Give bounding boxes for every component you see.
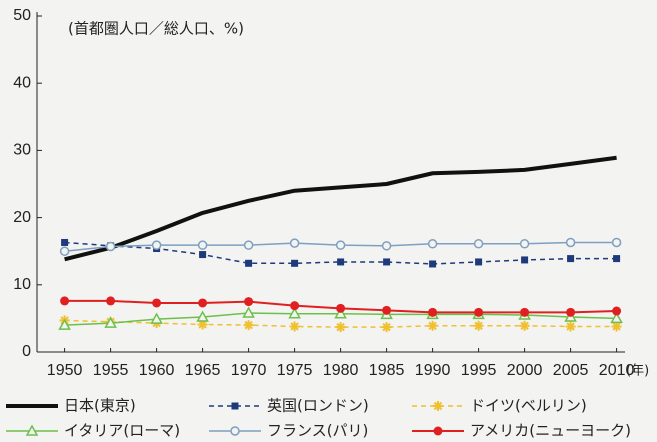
marker: [242, 306, 255, 318]
y-tick-label: 0: [22, 343, 31, 360]
marker: [427, 320, 438, 331]
x-tick-label: 2005: [553, 362, 589, 379]
legend-item: 英国(ロンドン): [209, 397, 369, 415]
marker: [59, 246, 70, 256]
marker: [382, 305, 392, 315]
x-tick-label: 1970: [231, 362, 267, 379]
marker: [230, 426, 240, 436]
marker: [566, 307, 576, 317]
legend-item: ドイツ(ベルリン): [412, 397, 587, 415]
marker: [289, 321, 300, 332]
marker: [433, 401, 443, 411]
legend-item: 日本(東京): [6, 397, 136, 415]
marker: [151, 240, 162, 250]
marker: [106, 296, 116, 306]
marker: [60, 296, 70, 306]
marker: [58, 318, 71, 330]
marker: [231, 402, 239, 410]
marker: [474, 307, 484, 317]
legend-label: フランス(パリ): [267, 422, 368, 440]
marker: [150, 312, 163, 324]
legend-item: イタリア(ローマ): [6, 422, 180, 440]
marker: [198, 298, 208, 308]
x-tick-label: 1990: [415, 362, 451, 379]
legend-label: ドイツ(ベルリン): [470, 397, 587, 415]
y-tick-label: 10: [13, 276, 31, 293]
marker: [521, 256, 529, 264]
legend-label: アメリカ(ニューヨーク): [470, 422, 631, 440]
marker: [381, 241, 392, 251]
marker: [519, 320, 530, 331]
marker: [288, 307, 301, 319]
axis-unit: (首都圏人口／総人口、%): [68, 20, 244, 38]
y-tick-label: 40: [13, 74, 31, 91]
marker: [25, 424, 39, 436]
y-tick-label: 30: [13, 142, 31, 159]
marker: [427, 239, 438, 249]
x-tick-label: 2010: [599, 362, 635, 379]
y-tick-label: 50: [13, 7, 31, 24]
x-unit: (年): [626, 364, 649, 379]
marker: [473, 320, 484, 331]
series-line: [64, 155, 617, 262]
marker: [197, 319, 208, 330]
marker: [105, 241, 116, 252]
legend-label: 英国(ロンドン): [267, 397, 369, 415]
x-tick-label: 1965: [185, 362, 221, 379]
x-tick-label: 1960: [139, 362, 175, 379]
marker: [337, 258, 345, 266]
legend-label: イタリア(ローマ): [64, 422, 180, 440]
marker: [475, 258, 483, 266]
marker: [611, 321, 622, 332]
x-tick-label: 1985: [369, 362, 405, 379]
marker: [336, 303, 346, 313]
x-tick-label: 1995: [461, 362, 497, 379]
marker: [381, 322, 392, 333]
x-tick-label: 1975: [277, 362, 313, 379]
y-tick-label: 20: [13, 209, 31, 226]
marker: [196, 310, 209, 322]
marker: [244, 297, 254, 307]
marker: [199, 251, 207, 259]
marker: [243, 240, 254, 250]
marker: [289, 238, 300, 248]
marker: [565, 237, 576, 248]
x-tick-label: 1980: [323, 362, 359, 379]
marker: [473, 239, 484, 249]
marker: [565, 321, 576, 332]
marker: [610, 311, 623, 324]
marker: [428, 307, 438, 317]
marker: [243, 320, 254, 331]
marker: [520, 307, 530, 317]
marker: [61, 238, 69, 246]
marker: [104, 316, 117, 328]
marker: [290, 301, 300, 311]
legend-label: 日本(東京): [64, 397, 136, 415]
x-tick-label: 2000: [507, 362, 543, 379]
marker: [334, 307, 347, 319]
marker: [245, 259, 253, 267]
marker: [335, 240, 346, 250]
marker: [197, 240, 208, 250]
marker: [611, 237, 622, 248]
marker: [612, 306, 622, 316]
marker: [335, 322, 346, 333]
legend-item: フランス(パリ): [209, 422, 368, 440]
marker: [383, 258, 391, 266]
marker: [152, 298, 162, 308]
x-tick-label: 1955: [93, 362, 129, 379]
legend-item: アメリカ(ニューヨーク): [412, 422, 631, 440]
marker: [291, 259, 299, 267]
marker: [429, 260, 437, 268]
marker: [567, 255, 575, 263]
marker: [613, 255, 621, 263]
marker: [433, 426, 443, 436]
x-tick-label: 1950: [47, 362, 83, 379]
marker: [519, 239, 530, 249]
